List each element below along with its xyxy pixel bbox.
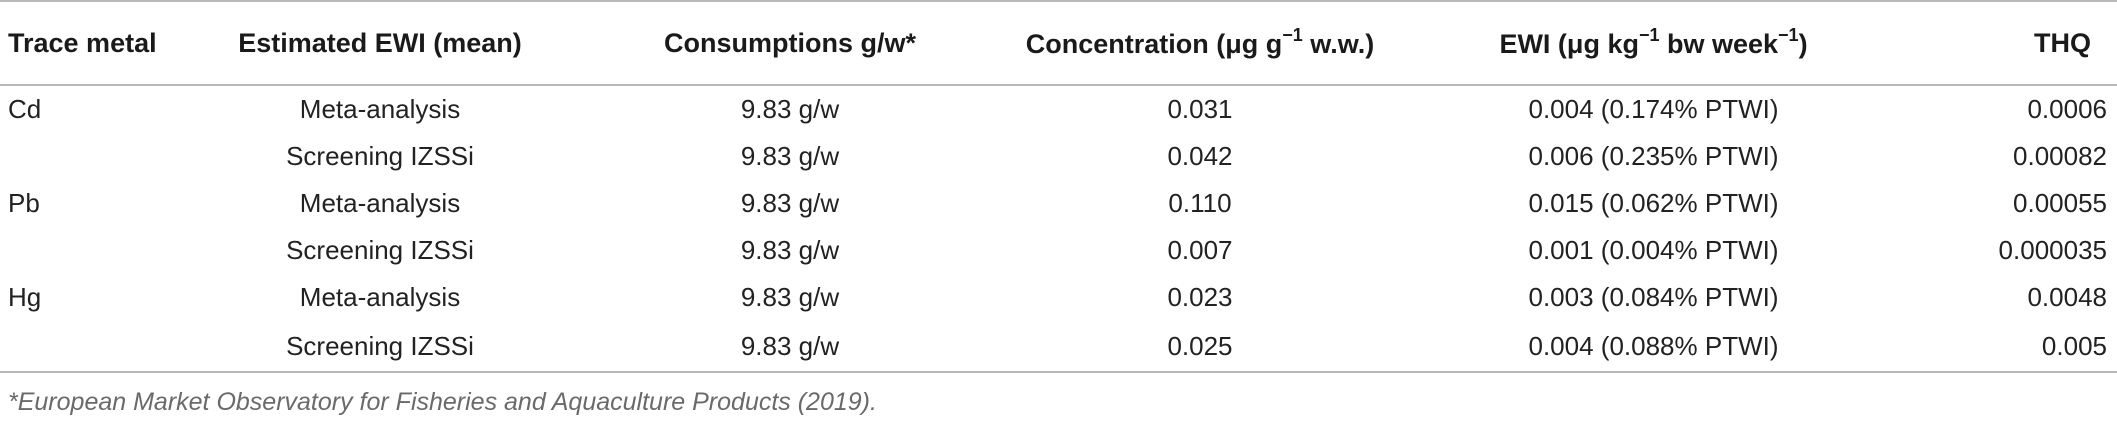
header-ewi: EWI (μg kg−1 bw week−1) bbox=[1410, 0, 1897, 86]
cell-ewi: 0.006 (0.235% PTWI) bbox=[1528, 141, 1779, 171]
cell-consumption: 9.83 g/w bbox=[590, 321, 990, 373]
cell-method: Screening IZSSi bbox=[286, 141, 474, 171]
cell-consumption: 9.83 g/w bbox=[740, 282, 840, 312]
header-ewi-exponent-1: −1 bbox=[1638, 24, 1660, 45]
cell-thq: 0.0048 bbox=[2027, 282, 2107, 312]
cell-concentration: 0.110 bbox=[1168, 188, 1232, 218]
header-ewi-text-c: ) bbox=[1798, 28, 1808, 59]
header-concentration-text-b: w.w.) bbox=[1302, 28, 1375, 59]
table-row: Pb Meta-analysis 9.83 g/w 0.110 0.015 (0… bbox=[0, 180, 2117, 227]
header-concentration-text-a: Concentration (μg g bbox=[1025, 28, 1283, 59]
table-row: Screening IZSSi 9.83 g/w 0.007 0.001 (0.… bbox=[0, 227, 2117, 274]
header-ewi-text-b: bw week bbox=[1659, 28, 1779, 59]
cell-method: Meta-analysis bbox=[299, 282, 461, 312]
cell-trace-metal: Pb bbox=[8, 188, 40, 218]
cell-thq: 0.0006 bbox=[2027, 94, 2107, 124]
header-concentration: Concentration (μg g−1 w.w.) bbox=[990, 0, 1410, 86]
table-header-row: Trace metal Estimated EWI (mean) Consump… bbox=[0, 0, 2117, 86]
table-row: Hg Meta-analysis 9.83 g/w 0.023 0.003 (0… bbox=[0, 274, 2117, 321]
header-consumptions: Consumptions g/w* bbox=[590, 0, 990, 86]
header-trace-metal: Trace metal bbox=[0, 0, 170, 86]
cell-trace-metal bbox=[0, 227, 170, 274]
cell-ewi: 0.004 (0.088% PTWI) bbox=[1410, 321, 1897, 373]
cell-thq: 0.00055 bbox=[2013, 188, 2107, 218]
cell-consumption: 9.83 g/w bbox=[740, 188, 840, 218]
cell-method: Meta-analysis bbox=[299, 188, 461, 218]
cell-trace-metal bbox=[0, 133, 170, 180]
header-ewi-exponent-2: −1 bbox=[1778, 24, 1799, 45]
table-row: Screening IZSSi 9.83 g/w 0.042 0.006 (0.… bbox=[0, 133, 2117, 180]
cell-concentration: 0.025 bbox=[990, 321, 1410, 373]
cell-ewi: 0.001 (0.004% PTWI) bbox=[1528, 235, 1779, 265]
table-row: Screening IZSSi 9.83 g/w 0.025 0.004 (0.… bbox=[0, 321, 2117, 373]
cell-trace-metal: Cd bbox=[8, 94, 42, 124]
cell-concentration: 0.031 bbox=[1167, 94, 1233, 124]
cell-thq: 0.005 bbox=[1897, 321, 2117, 373]
cell-thq: 0.000035 bbox=[1998, 235, 2107, 265]
cell-concentration: 0.007 bbox=[1167, 235, 1233, 265]
header-concentration-exponent: −1 bbox=[1282, 24, 1303, 45]
cell-thq: 0.00082 bbox=[2013, 141, 2107, 171]
cell-ewi: 0.004 (0.174% PTWI) bbox=[1528, 94, 1779, 124]
cell-consumption: 9.83 g/w bbox=[740, 235, 840, 265]
cell-ewi: 0.015 (0.062% PTWI) bbox=[1528, 188, 1779, 218]
table-row: Cd Meta-analysis 9.83 g/w 0.031 0.004 (0… bbox=[0, 85, 2117, 133]
cell-consumption: 9.83 g/w bbox=[740, 141, 840, 171]
header-thq: THQ bbox=[1897, 0, 2117, 86]
cell-method: Screening IZSSi bbox=[170, 321, 590, 373]
table-footnote: *European Market Observatory for Fisheri… bbox=[8, 388, 877, 416]
cell-trace-metal: Hg bbox=[8, 282, 42, 312]
cell-concentration: 0.023 bbox=[1167, 282, 1233, 312]
data-table-container: Trace metal Estimated EWI (mean) Consump… bbox=[0, 0, 2117, 373]
cell-consumption: 9.83 g/w bbox=[740, 94, 840, 124]
cell-method: Screening IZSSi bbox=[286, 235, 474, 265]
cell-concentration: 0.042 bbox=[1167, 141, 1233, 171]
trace-metal-table: Trace metal Estimated EWI (mean) Consump… bbox=[0, 0, 2117, 373]
cell-trace-metal bbox=[0, 321, 170, 373]
header-estimated-ewi: Estimated EWI (mean) bbox=[170, 0, 590, 86]
cell-method: Meta-analysis bbox=[299, 94, 461, 124]
cell-ewi: 0.003 (0.084% PTWI) bbox=[1528, 282, 1779, 312]
header-ewi-text-a: EWI (μg kg bbox=[1499, 28, 1639, 59]
